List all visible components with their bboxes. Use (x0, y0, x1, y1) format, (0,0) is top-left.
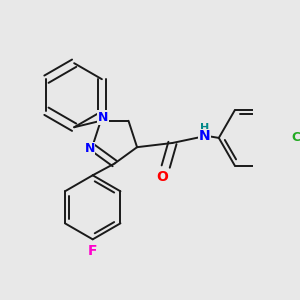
Text: N: N (98, 111, 109, 124)
Text: Cl: Cl (291, 131, 300, 144)
Text: O: O (156, 170, 168, 184)
Text: N: N (85, 142, 95, 155)
Text: H: H (200, 123, 209, 133)
Text: N: N (199, 129, 210, 143)
Text: F: F (88, 244, 98, 258)
